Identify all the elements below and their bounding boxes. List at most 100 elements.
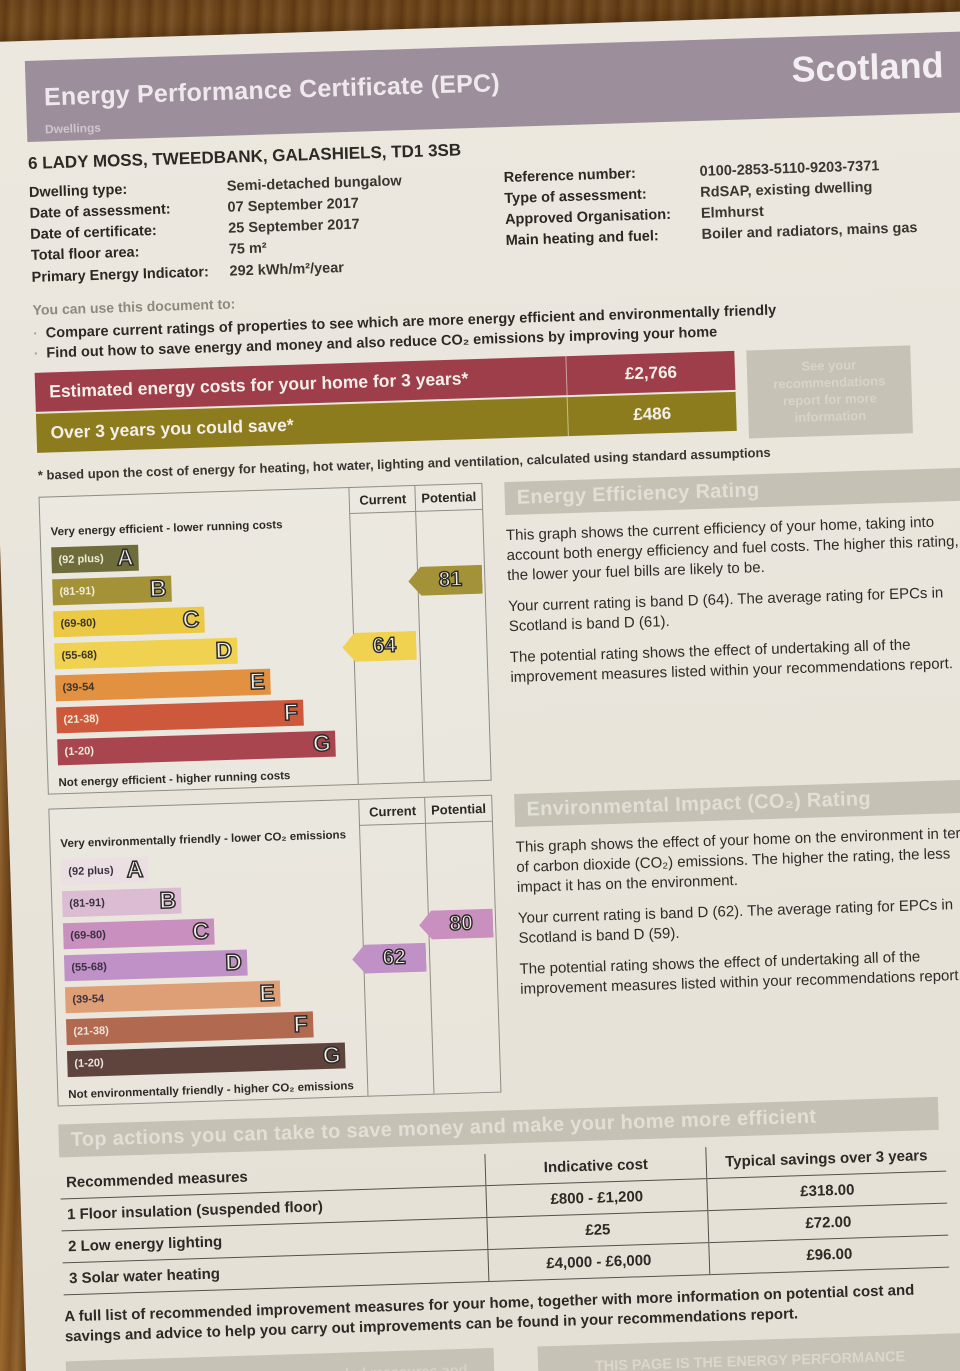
detail-value: 07 September 2017 (227, 195, 360, 216)
band-bar-C: (69-80) C (62, 917, 215, 950)
band-letter: G (312, 729, 332, 757)
cost-cell: £4,000 - £6,000 (487, 1242, 711, 1282)
band-range: (81-91) (69, 896, 105, 910)
environmental-impact-text: Environmental Impact (CO₂) Rating This g… (514, 779, 960, 1092)
energy-efficiency-text: Energy Efficiency Rating This graph show… (504, 467, 960, 780)
band-range: (69-80) (60, 616, 97, 630)
chart-column-potential: Potential (430, 800, 487, 818)
band-range: (81-91) (59, 584, 96, 598)
band-bar-B: (81-91) B (52, 574, 172, 606)
recommended-measures-table: Recommended measures Indicative cost Typ… (59, 1139, 950, 1295)
band-bar-B: (81-91) B (61, 886, 182, 918)
detail-value: 292 kWh/m²/year (229, 259, 345, 280)
energy-efficiency-chart: Current Potential Very energy efficient - … (38, 482, 492, 795)
band-range: (1-20) (74, 1056, 104, 1070)
estimated-costs-value: £2,766 (565, 351, 736, 396)
page-title: Energy Performance Certificate (EPC) (43, 69, 501, 112)
recommendations-note-box: See your recommendations report for more… (746, 345, 913, 439)
region-label: Scotland (790, 44, 945, 90)
energy-efficiency-heading: Energy Efficiency Rating (504, 467, 960, 515)
current-rating-pointer: 64 (342, 631, 417, 662)
current-rating-pointer: 62 (352, 943, 427, 974)
band-range: (39-54 (72, 992, 105, 1006)
band-row-E: (39-54 E (64, 978, 356, 1013)
band-letter: E (249, 667, 267, 695)
detail-label: Date of assessment: (29, 201, 171, 223)
band-range: (55-68) (71, 960, 107, 974)
environmental-impact-heading: Environmental Impact (CO₂) Rating (514, 779, 960, 827)
band-bar-D: (55-68) D (54, 636, 238, 670)
details-left-column: Dwelling type: Semi-detached bungalow Dat… (29, 169, 493, 289)
band-bar-F: (21-38) F (65, 1010, 314, 1045)
band-letter: F (293, 1010, 309, 1038)
band-letter: E (258, 979, 276, 1007)
band-range: (1-20) (64, 744, 95, 758)
band-bar-E: (39-54 E (64, 979, 281, 1013)
section-paragraph: Your current rating is band D (64). The … (507, 584, 944, 636)
affix-notice-box: THIS PAGE IS THE ENERGY PERFORMANCE CERT… (537, 1333, 960, 1371)
band-bar-C: (69-80) C (53, 605, 205, 638)
detail-value: Boiler and radiators, mains gas (701, 220, 918, 244)
detail-label: Reference number: (503, 165, 637, 187)
section-paragraph: This graph shows the current efficiency … (505, 513, 959, 585)
band-range: (21-38) (63, 712, 100, 726)
band-row-G: (1-20) G (66, 1041, 358, 1077)
energy-efficiency-rating-section: Current Potential Very energy efficient - … (38, 467, 960, 795)
band-letter: G (322, 1041, 342, 1069)
detail-value: RdSAP, existing dwelling (700, 179, 873, 201)
band-range: (39-54 (62, 680, 95, 694)
savings-value: £486 (566, 392, 737, 437)
certificate-page: Energy Performance Certificate (EPC) Sco… (0, 10, 960, 1371)
detail-value: Elmhurst (700, 204, 765, 223)
cost-rows: Estimated energy costs for your home for… (34, 351, 737, 454)
estimated-costs-label: Estimated energy costs for your home for… (48, 368, 469, 402)
chart-column-current: Current (359, 491, 407, 508)
property-details: Dwelling type: Semi-detached bungalow Dat… (29, 155, 960, 290)
detail-value: 0100-2853-5110-9203-7371 (699, 158, 880, 180)
band-letter: B (149, 574, 168, 602)
band-letter: A (125, 855, 144, 883)
detail-label: Approved Organisation: (504, 207, 672, 229)
detail-label: Primary Energy Indicator: (31, 263, 210, 286)
section-paragraph: Your current rating is band D (62). The … (517, 896, 954, 948)
page-content: Energy Performance Certificate (EPC) Sco… (0, 11, 960, 1371)
band-row-D: (55-68) D (54, 634, 345, 670)
band-letter: C (191, 917, 210, 945)
band-letter: A (116, 543, 135, 571)
band-row-E: (39-54 E (55, 666, 346, 702)
band-letter: F (283, 698, 299, 726)
band-row-G: (1-20) G (57, 729, 348, 766)
environmental-impact-rating-section: Current Potential Very environmentally fri… (48, 779, 960, 1107)
band-row-B: (81-91) B (61, 882, 353, 918)
band-row-B: (81-91) B (52, 570, 343, 606)
band-row-C: (69-80) C (53, 602, 344, 638)
chart-header-spacer (50, 812, 360, 822)
band-row-F: (21-38) F (65, 1010, 357, 1045)
detail-label: Total floor area: (30, 244, 140, 265)
band-letter: D (214, 636, 233, 664)
band-bar-E: (39-54 E (55, 667, 271, 702)
band-range: (92 plus) (68, 864, 114, 878)
environmental-impact-chart: Current Potential Very environmentally fri… (48, 794, 502, 1107)
section-paragraph: This graph shows the effect of your home… (515, 824, 960, 896)
detail-label: Dwelling type: (28, 181, 128, 201)
detail-label: Type of assessment: (504, 186, 647, 208)
band-bar-A: (92 plus) A (51, 543, 139, 574)
savings-label: Over 3 years you could save* (50, 414, 294, 443)
header-bar: Energy Performance Certificate (EPC) Sco… (24, 31, 960, 142)
details-right-column: Reference number: 0100-2853-5110-9203-737… (503, 155, 960, 275)
band-row-D: (55-68) D (63, 946, 355, 981)
band-bar-F: (21-38) F (56, 698, 304, 734)
band-letter: D (224, 948, 243, 976)
saving-cell: £96.00 (709, 1234, 950, 1275)
band-row-C: (69-80) C (62, 914, 354, 950)
find-out-more-box: To find out more about the recommended m… (65, 1348, 497, 1371)
band-range: (55-68) (61, 648, 98, 662)
band-letter: C (181, 605, 200, 633)
band-range: (92 plus) (58, 552, 104, 566)
detail-label: Date of certificate: (30, 223, 158, 244)
chart-column-current: Current (368, 802, 417, 820)
chart-column-potential: Potential (421, 488, 477, 506)
band-range: (69-80) (70, 928, 106, 942)
section-paragraph: The potential rating shows the effect of… (519, 948, 960, 999)
